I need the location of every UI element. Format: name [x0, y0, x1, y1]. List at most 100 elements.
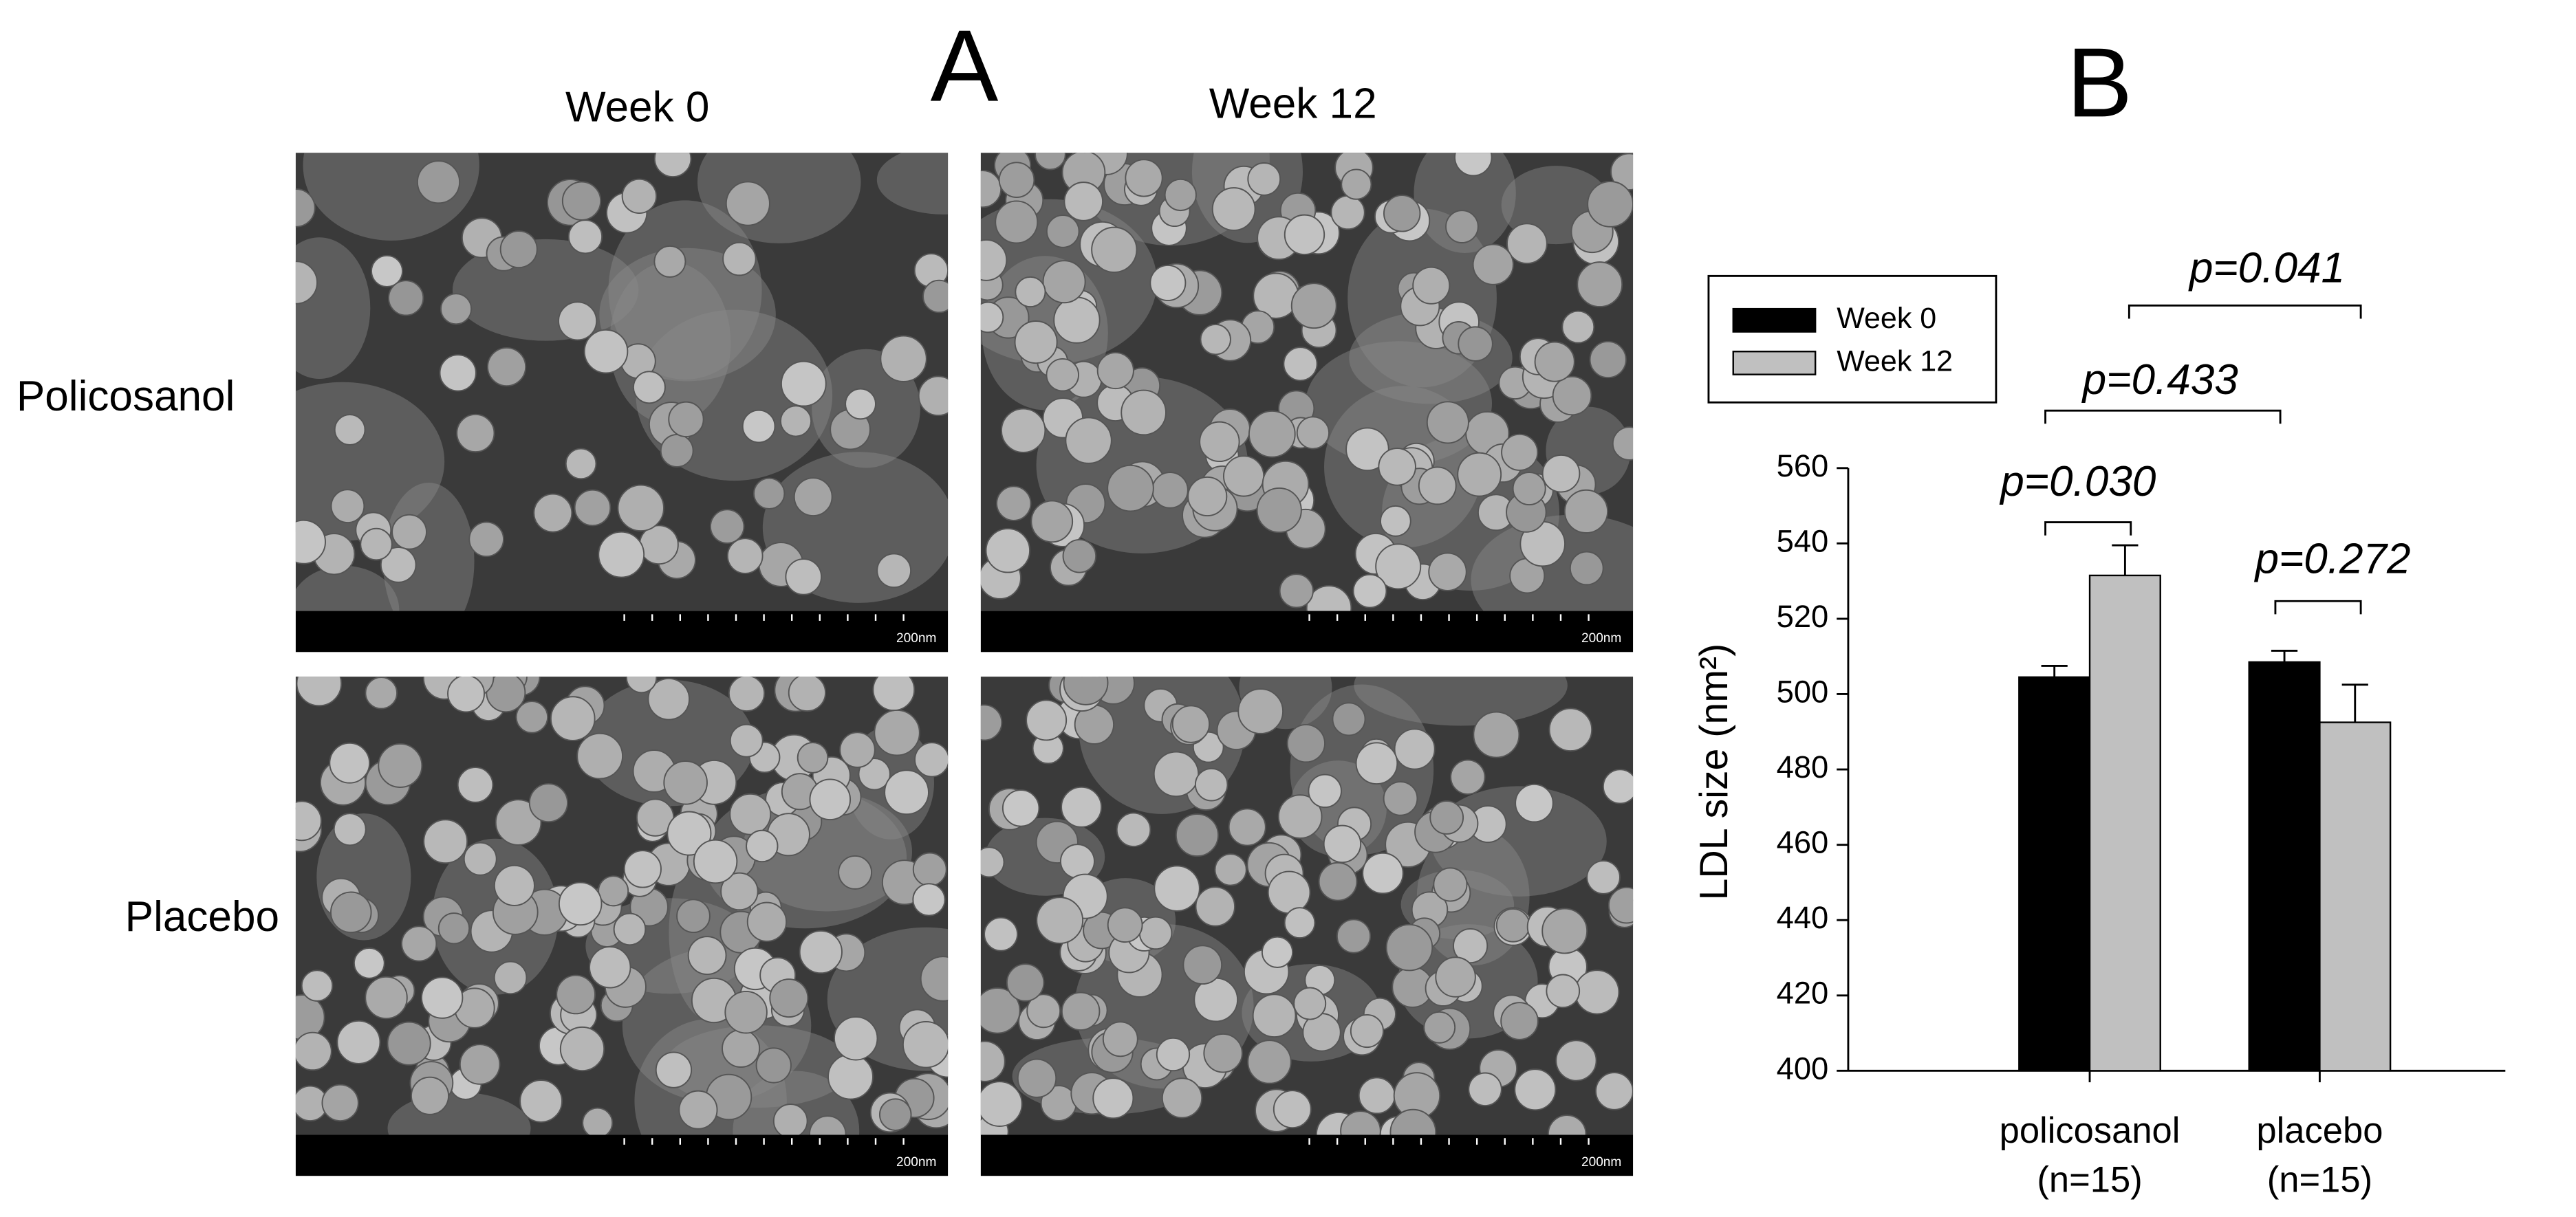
- particle: [769, 978, 809, 1018]
- particle: [1515, 783, 1554, 823]
- particle: [1428, 552, 1467, 591]
- particle: [456, 413, 495, 453]
- particle: [1194, 767, 1229, 802]
- particle: [416, 160, 461, 204]
- legend-label: Week 0: [1837, 302, 1936, 335]
- particle: [1199, 421, 1240, 463]
- micrograph: 200nm: [295, 153, 949, 653]
- particle: [874, 710, 920, 756]
- scale-strip: [980, 611, 1634, 653]
- particle: [1610, 153, 1634, 191]
- legend-box: [1707, 274, 1998, 404]
- particle: [1500, 1002, 1539, 1040]
- particle: [1574, 969, 1620, 1015]
- particle: [632, 371, 666, 404]
- particle: [728, 677, 766, 712]
- particle: [1547, 1115, 1587, 1135]
- particle: [793, 477, 833, 516]
- particle: [1017, 1058, 1057, 1098]
- bar: [2088, 574, 2161, 1072]
- particle: [1006, 963, 1045, 1002]
- particle: [1279, 573, 1314, 608]
- particle: [463, 842, 497, 876]
- particle: [439, 354, 477, 392]
- particle: [1267, 870, 1311, 914]
- particle: [1261, 936, 1294, 968]
- particle: [1595, 1072, 1634, 1110]
- particle: [1454, 153, 1493, 177]
- particle: [1036, 897, 1084, 944]
- particle: [1161, 1077, 1203, 1119]
- particle: [391, 514, 427, 550]
- particle: [1577, 261, 1623, 307]
- y-tick-label: 560: [1777, 448, 1829, 483]
- particle: [1332, 702, 1366, 736]
- particles: [295, 677, 949, 1135]
- particle: [468, 521, 504, 558]
- particle: [1468, 1072, 1502, 1107]
- scale-label: 200nm: [896, 631, 936, 646]
- particle: [1200, 323, 1231, 355]
- haze: [1414, 153, 1516, 253]
- particle: [1096, 351, 1134, 390]
- particle: [1608, 886, 1634, 924]
- particle: [985, 527, 1031, 573]
- particle: [1506, 223, 1548, 265]
- particle: [1555, 1040, 1597, 1082]
- particle: [1341, 168, 1372, 200]
- particle: [998, 162, 1035, 198]
- particle: [922, 279, 949, 314]
- particle: [1138, 916, 1173, 950]
- y-tick-label: 520: [1777, 599, 1829, 634]
- scale-label: 200nm: [896, 1155, 936, 1170]
- particle: [582, 1107, 614, 1135]
- particle: [1534, 341, 1575, 382]
- particle: [876, 553, 912, 589]
- particle: [1389, 1108, 1437, 1135]
- particle: [780, 360, 827, 407]
- particle: [799, 930, 843, 974]
- particle: [1063, 677, 1109, 705]
- particle: [495, 799, 542, 846]
- particle: [1612, 426, 1634, 461]
- particle: [785, 558, 822, 595]
- particle: [583, 329, 629, 374]
- particle: [1512, 472, 1546, 506]
- legend-swatch: [1732, 307, 1817, 333]
- particle: [617, 484, 664, 532]
- particle: [486, 347, 527, 387]
- particle: [655, 1051, 693, 1088]
- haze: [1354, 677, 1568, 726]
- particle: [1323, 824, 1362, 864]
- particle: [660, 434, 694, 468]
- particle: [1149, 264, 1187, 301]
- particle: [755, 1047, 792, 1084]
- particle: [1602, 769, 1634, 804]
- particle: [365, 677, 398, 710]
- particle: [1014, 320, 1058, 364]
- particle: [301, 969, 334, 1002]
- particle: [371, 254, 404, 287]
- particle: [1091, 226, 1138, 273]
- particle: [980, 846, 1005, 878]
- particle: [550, 696, 596, 741]
- particle: [772, 1104, 808, 1135]
- particle: [1426, 401, 1469, 444]
- significance-bracket: [2044, 409, 2282, 424]
- particle: [533, 493, 573, 533]
- particle: [360, 527, 393, 561]
- particle: [1107, 907, 1143, 943]
- significance-bracket: [2128, 304, 2362, 319]
- particle: [295, 188, 316, 228]
- particle: [1450, 759, 1486, 795]
- particle: [1247, 162, 1281, 196]
- particle: [295, 261, 318, 305]
- particle: [333, 813, 367, 846]
- particle: [295, 519, 326, 564]
- particle: [1116, 812, 1151, 848]
- particle: [839, 732, 876, 768]
- particle: [779, 405, 812, 437]
- particle: [1273, 1090, 1312, 1129]
- particle: [980, 239, 1008, 281]
